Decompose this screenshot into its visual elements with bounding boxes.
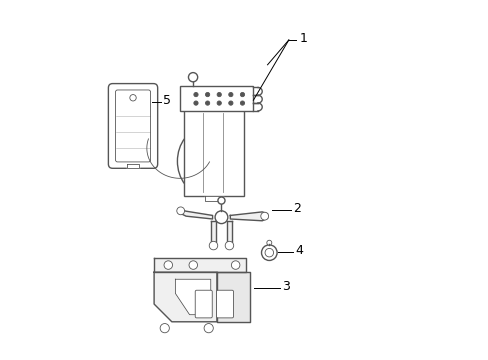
Circle shape <box>217 101 221 105</box>
Circle shape <box>209 241 217 250</box>
Circle shape <box>228 93 232 97</box>
Circle shape <box>205 101 209 105</box>
Bar <box>180 86 252 111</box>
Polygon shape <box>175 279 210 315</box>
Polygon shape <box>179 209 212 219</box>
FancyBboxPatch shape <box>216 290 233 318</box>
Circle shape <box>266 240 271 245</box>
Circle shape <box>193 101 198 105</box>
Polygon shape <box>204 196 222 201</box>
Circle shape <box>260 212 268 220</box>
Bar <box>183 109 244 196</box>
Circle shape <box>218 197 224 204</box>
Circle shape <box>217 93 221 97</box>
Circle shape <box>261 245 277 260</box>
Circle shape <box>215 211 227 224</box>
Circle shape <box>224 241 233 250</box>
Circle shape <box>203 324 213 333</box>
Ellipse shape <box>177 129 228 194</box>
Circle shape <box>188 73 197 82</box>
Circle shape <box>240 101 244 105</box>
Circle shape <box>130 95 136 101</box>
FancyBboxPatch shape <box>108 84 157 168</box>
Polygon shape <box>154 258 246 272</box>
Text: 4: 4 <box>295 244 303 257</box>
Circle shape <box>160 324 169 333</box>
Polygon shape <box>217 272 249 322</box>
Circle shape <box>177 207 184 215</box>
Circle shape <box>193 93 198 97</box>
Polygon shape <box>127 164 139 168</box>
Polygon shape <box>230 212 267 221</box>
Text: 2: 2 <box>292 202 300 215</box>
Circle shape <box>264 248 273 257</box>
Text: 3: 3 <box>282 280 289 293</box>
Circle shape <box>240 93 244 97</box>
Circle shape <box>163 261 172 269</box>
FancyBboxPatch shape <box>195 290 212 318</box>
Circle shape <box>231 261 240 269</box>
Circle shape <box>189 261 197 269</box>
Text: 1: 1 <box>299 32 306 45</box>
Polygon shape <box>154 272 217 322</box>
Polygon shape <box>226 221 232 242</box>
Text: 5: 5 <box>163 94 171 107</box>
Polygon shape <box>210 221 216 242</box>
Circle shape <box>205 93 209 97</box>
FancyBboxPatch shape <box>115 90 150 162</box>
Circle shape <box>228 101 232 105</box>
